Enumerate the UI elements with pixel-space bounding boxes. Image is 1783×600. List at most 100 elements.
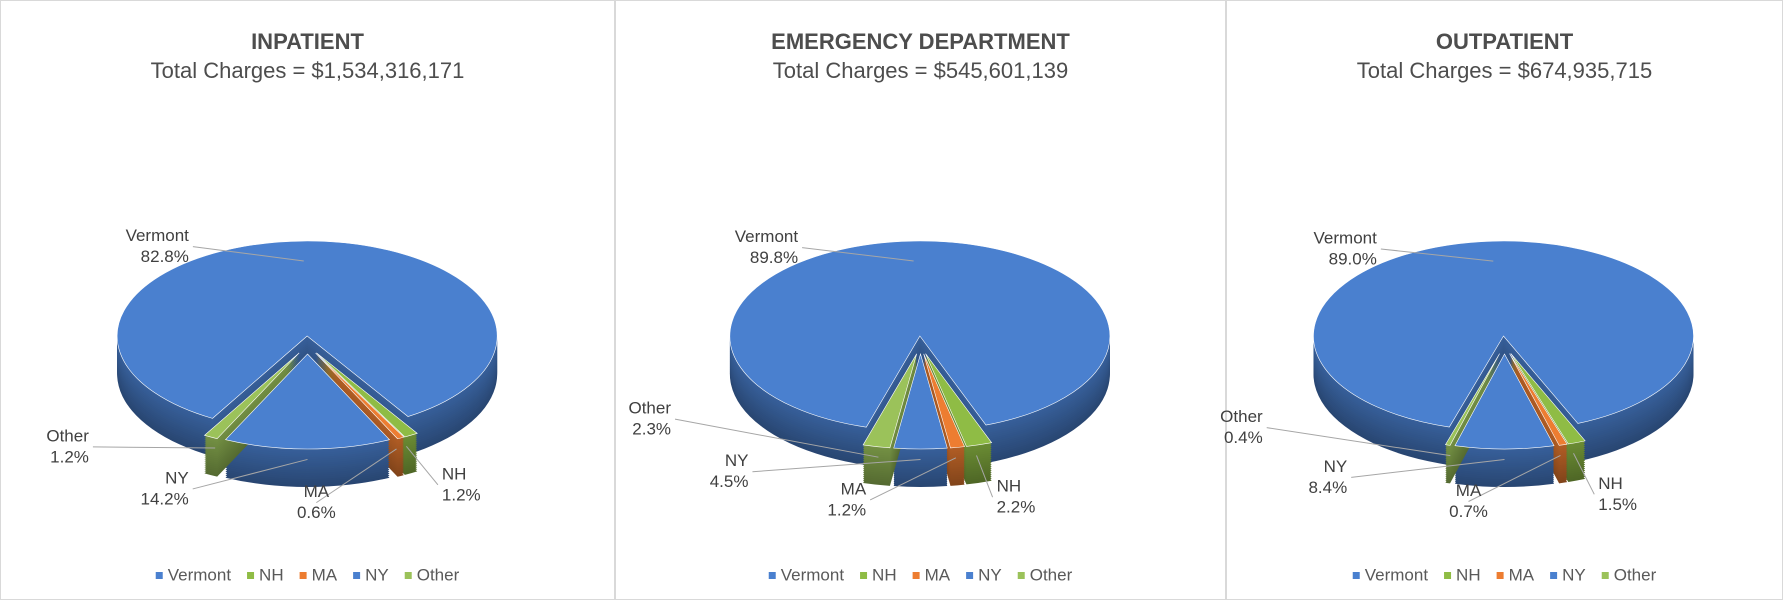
legend: Vermont NH MA NY Other xyxy=(768,565,1073,584)
slice-value: 89.0% xyxy=(1329,249,1377,268)
slice-label: Other xyxy=(1220,407,1263,426)
leader-line xyxy=(1468,454,1561,502)
slice-value: 1.2% xyxy=(50,447,89,466)
chart-title: EMERGENCY DEPARTMENT xyxy=(771,29,1070,54)
slice-value: 2.2% xyxy=(997,498,1036,517)
chart-title: INPATIENT xyxy=(251,29,364,54)
legend: Vermont NH MA NY Other xyxy=(1352,565,1657,584)
legend-marker xyxy=(155,572,163,579)
slice xyxy=(893,352,948,450)
slice xyxy=(1444,353,1500,446)
slice-value: 2.3% xyxy=(632,420,671,439)
chart-subtitle: Total Charges = $545,601,139 xyxy=(773,58,1068,83)
leader-line xyxy=(752,458,921,473)
chart-title: OUTPATIENT xyxy=(1436,29,1574,54)
slice-label: MA xyxy=(304,482,330,501)
leader-line xyxy=(1351,458,1505,478)
leader-line xyxy=(316,448,397,504)
leader-line xyxy=(1380,248,1494,262)
slice-label: NY xyxy=(165,468,189,487)
slice xyxy=(316,352,418,438)
legend-label: NY xyxy=(978,565,1002,584)
leader-line xyxy=(1573,453,1595,495)
slice-label: MA xyxy=(1456,481,1482,500)
leader-line xyxy=(406,445,439,486)
slice-label: Other xyxy=(46,426,89,445)
slice-label: MA xyxy=(841,479,867,498)
slice-value: 82.8% xyxy=(141,247,189,266)
legend-label: Other xyxy=(1614,565,1657,584)
legend-label: NH xyxy=(259,565,284,584)
pie xyxy=(1313,240,1694,487)
slice-label: NH xyxy=(1598,474,1623,493)
legend-label: MA xyxy=(1509,565,1535,584)
leader-line xyxy=(674,418,879,458)
legend-label: NH xyxy=(1456,565,1481,584)
slice xyxy=(116,240,498,419)
legend-marker xyxy=(1444,572,1452,579)
slice-value: 1.5% xyxy=(1598,495,1637,514)
legend-marker xyxy=(353,572,361,579)
leader-line xyxy=(192,458,308,490)
slice xyxy=(224,353,391,450)
legend-label: NY xyxy=(365,565,389,584)
slice-label: NH xyxy=(442,464,467,483)
legend-label: MA xyxy=(312,565,338,584)
legend-marker xyxy=(299,572,307,579)
slice xyxy=(315,352,405,440)
pie xyxy=(116,240,498,487)
legend-marker xyxy=(768,572,776,579)
slice-value: 0.4% xyxy=(1224,428,1263,447)
legend: Vermont NH MA NY Other xyxy=(155,565,460,584)
legend-marker xyxy=(1496,572,1504,579)
legend-label: NY xyxy=(1562,565,1586,584)
pie xyxy=(729,240,1111,488)
leader-line xyxy=(869,457,957,501)
legend-marker xyxy=(1550,572,1558,579)
slice xyxy=(729,240,1111,428)
slice-value: 0.6% xyxy=(297,503,336,522)
legend-label: Vermont xyxy=(1365,565,1429,584)
slice xyxy=(1510,353,1586,445)
legend-marker xyxy=(966,572,974,579)
legend-marker xyxy=(1017,572,1025,579)
chart-subtitle: Total Charges = $674,935,715 xyxy=(1357,58,1652,83)
slice-label: NY xyxy=(725,451,749,470)
slice-value: 1.2% xyxy=(827,500,866,519)
legend-marker xyxy=(1352,572,1360,579)
slice xyxy=(923,353,966,449)
legend-label: Vermont xyxy=(781,565,845,584)
slice-label: Vermont xyxy=(126,226,190,245)
leader-line xyxy=(976,455,994,498)
slice-value: 4.5% xyxy=(710,472,749,491)
slice-label: NY xyxy=(1324,457,1348,476)
leader-line xyxy=(1266,427,1451,457)
slice-value: 0.7% xyxy=(1449,502,1488,521)
legend-marker xyxy=(912,572,920,579)
legend-label: Other xyxy=(417,565,460,584)
legend-label: Other xyxy=(1030,565,1073,584)
slice xyxy=(1454,353,1555,450)
slice-value: 14.2% xyxy=(141,489,189,508)
slice xyxy=(1509,353,1568,446)
chart-subtitle: Total Charges = $1,534,316,171 xyxy=(151,58,465,83)
slice xyxy=(203,352,300,440)
slice xyxy=(925,353,993,447)
slice-label: Vermont xyxy=(735,227,799,246)
slice xyxy=(862,353,917,449)
slice-label: NH xyxy=(997,477,1022,496)
legend-label: MA xyxy=(925,565,951,584)
slice-label: Vermont xyxy=(1314,228,1378,247)
legend-marker xyxy=(1601,572,1609,579)
legend-marker xyxy=(247,572,255,579)
slice xyxy=(1313,240,1694,428)
slice-value: 8.4% xyxy=(1308,478,1347,497)
leader-line xyxy=(192,246,304,262)
slice-value: 89.8% xyxy=(750,248,798,267)
legend-label: NH xyxy=(872,565,897,584)
legend-marker xyxy=(404,572,412,579)
legend-label: Vermont xyxy=(168,565,232,584)
slice-label: Other xyxy=(628,399,671,418)
leader-line xyxy=(802,247,914,262)
